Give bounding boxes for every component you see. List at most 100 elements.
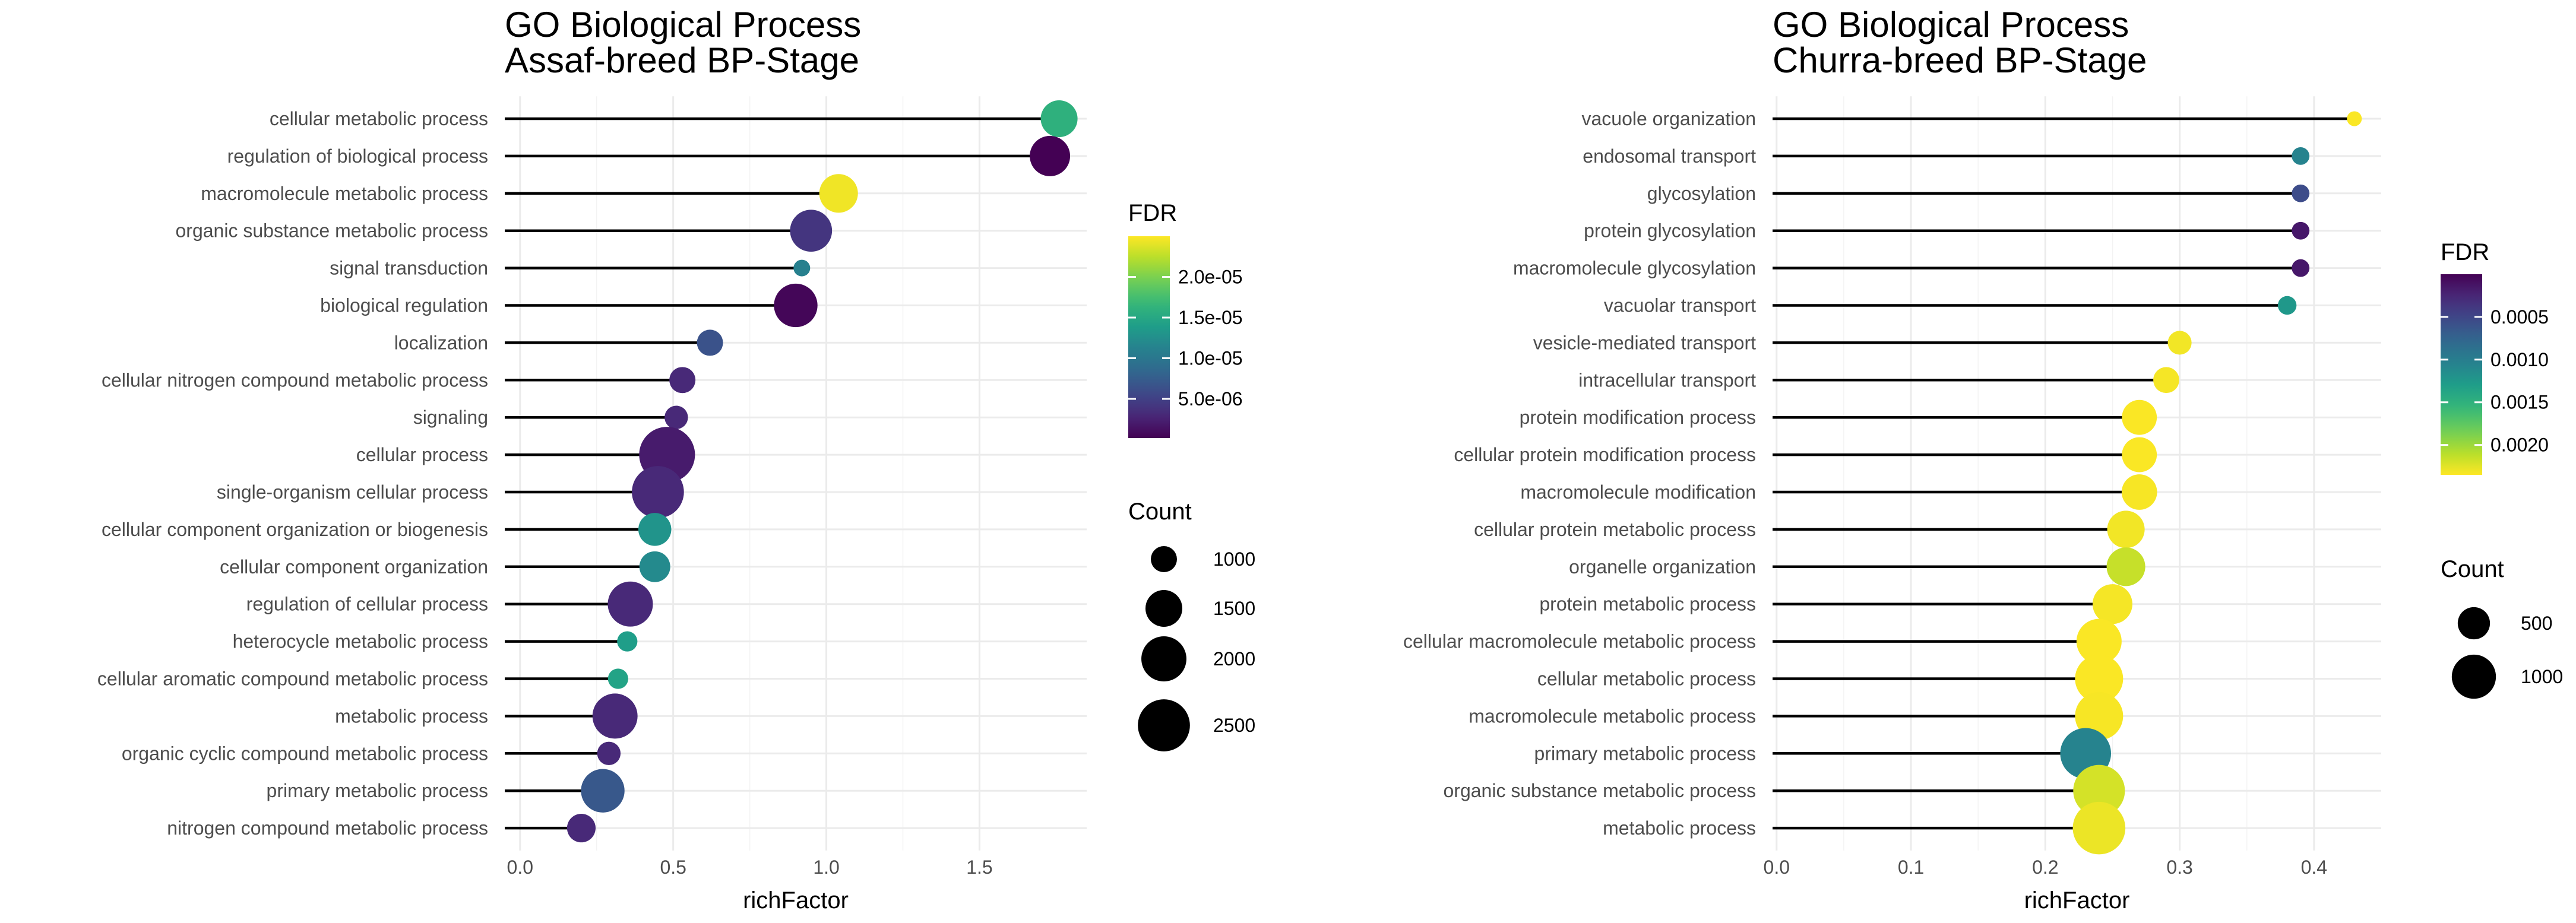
lollipop-point — [2292, 221, 2310, 240]
count-legend-label: 2500 — [1213, 715, 1255, 736]
lollipop-point — [697, 329, 723, 356]
x-tick-label: 0.2 — [2032, 857, 2058, 878]
lollipop-point — [581, 769, 625, 813]
count-legend-title: Count — [2441, 556, 2504, 582]
lollipop-point — [2277, 296, 2297, 315]
category-label: protein glycosylation — [1584, 220, 1756, 242]
category-label: organelle organization — [1569, 556, 1756, 578]
category-label: cellular nitrogen compound metabolic pro… — [102, 369, 488, 391]
chart-subtitle: Assaf-breed BP-Stage — [505, 40, 859, 80]
colorbar-label: 1.5e-05 — [1178, 307, 1243, 328]
count-legend-key — [1141, 636, 1186, 681]
count-legend-key — [1151, 546, 1177, 572]
x-tick-label: 0.3 — [2166, 857, 2192, 878]
x-tick-label: 0.4 — [2301, 857, 2327, 878]
category-label: signal transduction — [330, 258, 488, 279]
count-legend-title: Count — [1128, 499, 1192, 525]
category-label: protein metabolic process — [1539, 594, 1756, 615]
category-label: metabolic process — [335, 705, 488, 727]
count-legend-label: 500 — [2521, 613, 2552, 634]
count-legend-label: 1000 — [1213, 548, 1255, 570]
chart-subtitle: Churra-breed BP-Stage — [1773, 40, 2147, 80]
colorbar-label: 0.0015 — [2490, 392, 2549, 413]
x-axis-title: richFactor — [2024, 887, 2130, 914]
lollipop-point — [2107, 510, 2145, 548]
lollipop-point — [2121, 474, 2157, 510]
colorbar-label: 2.0e-05 — [1178, 266, 1243, 287]
category-label: cellular metabolic process — [1537, 668, 1756, 690]
count-legend-key — [1138, 699, 1190, 751]
category-label: primary metabolic process — [267, 780, 488, 801]
count-legend-key — [2457, 607, 2490, 640]
fdr-colorbar — [2441, 274, 2482, 475]
category-label: macromolecule glycosylation — [1513, 258, 1756, 279]
colorbar-label: 5.0e-06 — [1178, 388, 1243, 410]
count-legend-key — [1145, 589, 1183, 627]
category-label: single-organism cellular process — [217, 481, 488, 503]
lollipop-point — [2092, 584, 2132, 624]
category-label: cellular protein metabolic process — [1474, 519, 1756, 540]
chart-title: GO Biological Process — [505, 5, 861, 45]
category-label: cellular component organization or bioge… — [102, 519, 488, 540]
colorbar-label: 0.0020 — [2490, 434, 2549, 456]
category-label: signaling — [413, 407, 488, 428]
count-legend-key — [2451, 654, 2496, 699]
x-tick-label: 1.0 — [813, 857, 839, 878]
category-label: cellular process — [356, 444, 488, 465]
count-legend-label: 2000 — [1213, 648, 1255, 670]
category-label: localization — [394, 332, 488, 353]
fdr-colorbar — [1128, 236, 1170, 438]
lollipop-point — [2072, 801, 2126, 855]
lollipop-point — [2292, 184, 2310, 202]
category-label: cellular protein modification process — [1454, 444, 1756, 465]
x-tick-label: 0.0 — [1764, 857, 1790, 878]
category-label: cellular component organization — [220, 556, 488, 578]
category-label: macromolecule metabolic process — [201, 183, 488, 204]
lollipop-point — [592, 693, 638, 739]
category-label: nitrogen compound metabolic process — [167, 817, 488, 839]
colorbar-label: 0.0010 — [2490, 349, 2549, 370]
lollipop-point — [617, 631, 638, 652]
category-label: vacuole organization — [1581, 108, 1756, 129]
lollipop-point — [2073, 765, 2125, 817]
category-label: organic cyclic compound metabolic proces… — [122, 743, 488, 764]
lollipop-point — [664, 405, 688, 429]
lollipop-point — [607, 581, 653, 627]
lollipop-point — [567, 814, 596, 843]
category-label: cellular metabolic process — [270, 108, 488, 129]
lollipop-point — [2167, 331, 2192, 355]
category-label: regulation of cellular process — [246, 594, 488, 615]
category-label: intracellular transport — [1578, 369, 1756, 391]
category-label: protein modification process — [1520, 407, 1756, 428]
lollipop-point — [2076, 618, 2122, 664]
x-tick-label: 0.1 — [1898, 857, 1924, 878]
category-label: cellular aromatic compound metabolic pro… — [97, 668, 488, 690]
lollipop-point — [774, 283, 818, 328]
category-label: organic substance metabolic process — [1444, 780, 1757, 801]
count-legend-label: 1000 — [2521, 666, 2563, 687]
category-label: macromolecule modification — [1520, 481, 1756, 503]
category-label: primary metabolic process — [1534, 743, 1756, 764]
lollipop-point — [790, 210, 833, 252]
lollipop-point — [639, 551, 670, 582]
category-label: organic substance metabolic process — [176, 220, 489, 242]
lollipop-point — [2106, 547, 2145, 586]
lollipop-point — [1030, 135, 1071, 176]
category-label: heterocycle metabolic process — [233, 631, 488, 652]
category-label: metabolic process — [1603, 817, 1756, 839]
lollipop-point — [632, 466, 684, 518]
category-label: regulation of biological process — [227, 145, 488, 167]
lollipop-point — [2153, 367, 2179, 394]
category-label: vacuolar transport — [1604, 295, 1756, 316]
colorbar-label: 0.0005 — [2490, 306, 2549, 328]
lollipop-point — [2122, 399, 2157, 435]
lollipop-point — [2075, 655, 2124, 703]
colorbar-label: 1.0e-05 — [1178, 347, 1243, 369]
lollipop-point — [793, 259, 811, 277]
lollipop-point — [638, 513, 672, 546]
lollipop-point — [1040, 100, 1078, 138]
